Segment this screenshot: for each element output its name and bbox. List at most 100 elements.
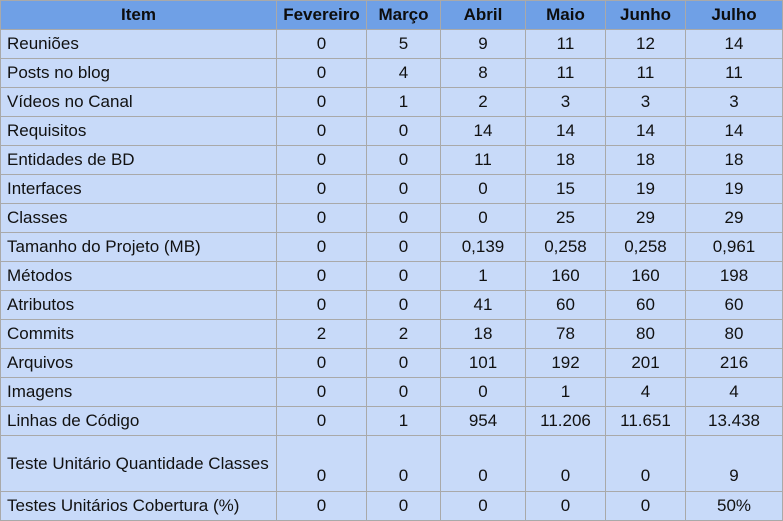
cell-maio: 25 <box>525 203 606 233</box>
cell-fevereiro: 0 <box>276 174 367 204</box>
cell-junho: 11 <box>605 58 686 88</box>
cell-junho: 4 <box>605 377 686 407</box>
column-header-junho: Junho <box>605 0 686 30</box>
cell-fevereiro: 0 <box>276 377 367 407</box>
cell-item-name: Requisitos <box>0 116 277 146</box>
cell-marco: 1 <box>366 87 441 117</box>
cell-item-name: Atributos <box>0 290 277 320</box>
cell-junho: 201 <box>605 348 686 378</box>
cell-maio: 11.206 <box>525 406 606 436</box>
table-row: Atributos 0 0 41 60 60 60 <box>0 290 783 320</box>
cell-fevereiro: 0 <box>276 58 367 88</box>
table-row: Vídeos no Canal 0 1 2 3 3 3 <box>0 87 783 117</box>
table-row: Classes 0 0 0 25 29 29 <box>0 203 783 233</box>
cell-julho: 18 <box>685 145 783 175</box>
cell-fevereiro: 0 <box>276 435 367 492</box>
cell-maio: 0 <box>525 435 606 492</box>
column-header-maio: Maio <box>525 0 606 30</box>
cell-maio: 11 <box>525 29 606 59</box>
cell-junho: 3 <box>605 87 686 117</box>
cell-junho: 18 <box>605 145 686 175</box>
cell-abril: 0 <box>440 174 526 204</box>
cell-fevereiro: 0 <box>276 348 367 378</box>
table-row: Interfaces 0 0 0 15 19 19 <box>0 174 783 204</box>
cell-item-name: Interfaces <box>0 174 277 204</box>
cell-abril: 9 <box>440 29 526 59</box>
cell-maio: 15 <box>525 174 606 204</box>
cell-julho: 80 <box>685 319 783 349</box>
column-header-item: Item <box>0 0 277 30</box>
cell-marco: 0 <box>366 435 441 492</box>
cell-fevereiro: 0 <box>276 203 367 233</box>
cell-item-name: Entidades de BD <box>0 145 277 175</box>
cell-item-name: Testes Unitários Cobertura (%) <box>0 491 277 521</box>
cell-junho: 19 <box>605 174 686 204</box>
cell-julho: 4 <box>685 377 783 407</box>
table-row: Reuniões 0 5 9 11 12 14 <box>0 29 783 59</box>
cell-item-name: Classes <box>0 203 277 233</box>
cell-junho: 14 <box>605 116 686 146</box>
cell-maio: 192 <box>525 348 606 378</box>
cell-item-name: Posts no blog <box>0 58 277 88</box>
cell-fevereiro: 0 <box>276 406 367 436</box>
cell-maio: 78 <box>525 319 606 349</box>
cell-junho: 80 <box>605 319 686 349</box>
cell-abril: 14 <box>440 116 526 146</box>
cell-marco: 5 <box>366 29 441 59</box>
cell-abril: 0 <box>440 377 526 407</box>
cell-julho: 19 <box>685 174 783 204</box>
cell-fevereiro: 0 <box>276 87 367 117</box>
cell-item-name: Métodos <box>0 261 277 291</box>
cell-maio: 0,258 <box>525 232 606 262</box>
cell-julho: 13.438 <box>685 406 783 436</box>
cell-julho: 50% <box>685 491 783 521</box>
cell-julho: 216 <box>685 348 783 378</box>
cell-maio: 1 <box>525 377 606 407</box>
cell-junho: 0,258 <box>605 232 686 262</box>
cell-item-name: Reuniões <box>0 29 277 59</box>
cell-abril: 1 <box>440 261 526 291</box>
cell-julho: 9 <box>685 435 783 492</box>
cell-julho: 60 <box>685 290 783 320</box>
cell-abril: 101 <box>440 348 526 378</box>
cell-abril: 41 <box>440 290 526 320</box>
table-row: Posts no blog 0 4 8 11 11 11 <box>0 58 783 88</box>
cell-fevereiro: 0 <box>276 29 367 59</box>
cell-marco: 0 <box>366 261 441 291</box>
column-header-marco: Março <box>366 0 441 30</box>
cell-marco: 0 <box>366 377 441 407</box>
cell-maio: 160 <box>525 261 606 291</box>
table-row: Entidades de BD 0 0 11 18 18 18 <box>0 145 783 175</box>
cell-marco: 0 <box>366 232 441 262</box>
cell-junho: 12 <box>605 29 686 59</box>
column-header-abril: Abril <box>440 0 526 30</box>
cell-maio: 60 <box>525 290 606 320</box>
cell-fevereiro: 0 <box>276 232 367 262</box>
table-header: Item Fevereiro Março Abril Maio Junho Ju… <box>0 0 783 30</box>
cell-fevereiro: 0 <box>276 116 367 146</box>
cell-junho: 0 <box>605 491 686 521</box>
cell-marco: 0 <box>366 491 441 521</box>
cell-julho: 14 <box>685 29 783 59</box>
cell-item-name: Linhas de Código <box>0 406 277 436</box>
table-row: Métodos 0 0 1 160 160 198 <box>0 261 783 291</box>
cell-abril: 0 <box>440 203 526 233</box>
cell-fevereiro: 0 <box>276 145 367 175</box>
cell-maio: 3 <box>525 87 606 117</box>
cell-junho: 0 <box>605 435 686 492</box>
cell-junho: 60 <box>605 290 686 320</box>
cell-marco: 0 <box>366 116 441 146</box>
cell-marco: 1 <box>366 406 441 436</box>
cell-abril: 11 <box>440 145 526 175</box>
cell-marco: 2 <box>366 319 441 349</box>
table-body: Reuniões 0 5 9 11 12 14 Posts no blog 0 4 8 11 11 11 V… <box>0 29 783 521</box>
cell-maio: 14 <box>525 116 606 146</box>
cell-item-name: Imagens <box>0 377 277 407</box>
cell-item-name: Commits <box>0 319 277 349</box>
cell-fevereiro: 2 <box>276 319 367 349</box>
cell-junho: 29 <box>605 203 686 233</box>
header-row: Item Fevereiro Março Abril Maio Junho Ju… <box>0 0 783 30</box>
cell-julho: 3 <box>685 87 783 117</box>
cell-abril: 0 <box>440 491 526 521</box>
